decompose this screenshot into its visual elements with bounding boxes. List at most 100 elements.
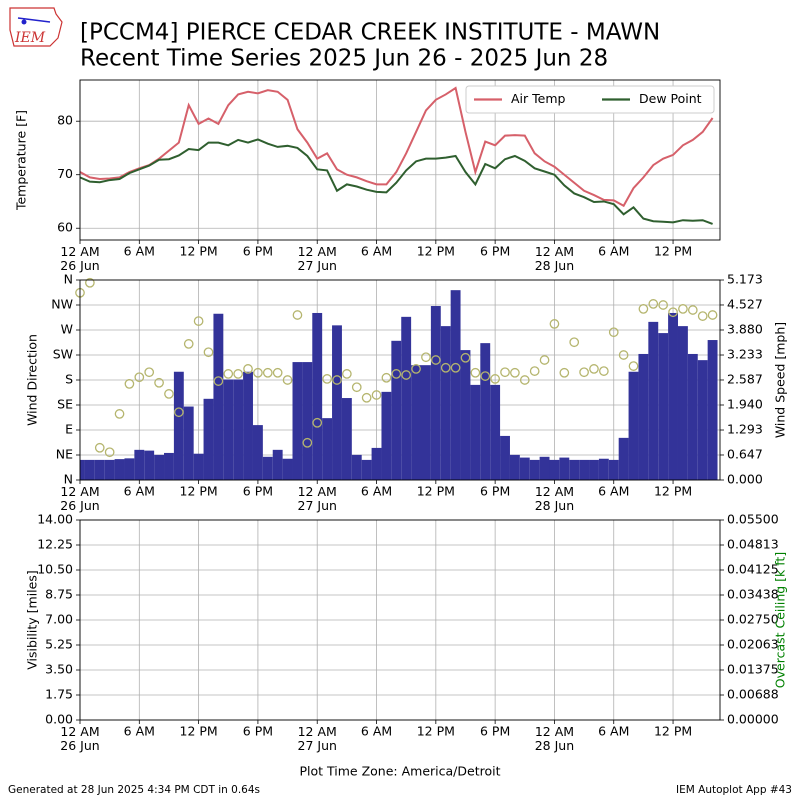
y2-tick-label: 4.527 [727, 296, 763, 311]
scatter-point [658, 300, 669, 310]
x-tick-label: 12 AM 26 Jun [60, 724, 99, 753]
scatter-point [707, 310, 718, 320]
bar [401, 316, 412, 480]
y-tick-label: NW [51, 297, 73, 312]
bar [233, 379, 244, 480]
x-tick-label: 6 PM [480, 484, 510, 499]
y-tick-label: 12.25 [37, 537, 73, 552]
x-tick-label: 6 PM [243, 244, 273, 259]
logo-shape [9, 7, 63, 47]
bar [697, 360, 708, 480]
scatter-point [529, 366, 540, 376]
bar [638, 353, 649, 480]
scatter-point [460, 352, 471, 363]
bar [292, 362, 303, 480]
scatter-point [510, 367, 520, 378]
bar [322, 418, 333, 480]
y-axis-label: Wind Direction [25, 334, 40, 426]
y2-tick-label: 5.173 [727, 272, 763, 287]
scatter-point [351, 382, 362, 393]
y2-axis-label: Wind Speed [mph] [773, 322, 788, 438]
y2-tick-label: 1.940 [727, 396, 763, 411]
bar [470, 384, 481, 480]
scatter-point [213, 376, 224, 386]
y2-tick-label: 3.233 [727, 347, 763, 362]
plot-frame [79, 279, 721, 481]
bar [391, 340, 402, 480]
scatter-point [381, 372, 392, 383]
y2-tick-label: 2.587 [727, 371, 763, 386]
bar [252, 425, 263, 480]
y-tick-label: 80 [57, 113, 73, 128]
bar [223, 379, 234, 480]
bar [243, 371, 253, 480]
bar [490, 384, 501, 480]
bar [94, 459, 105, 480]
y-tick-label: 14.00 [37, 512, 73, 527]
y-axis-label: Temperature [F] [14, 110, 29, 211]
chart-title: [PCCM4] PIERCE CEDAR CREEK INSTITUTE - M… [80, 20, 660, 46]
bar [371, 447, 382, 480]
scatter-point [430, 355, 441, 365]
bar [589, 459, 599, 480]
scatter-point [648, 299, 659, 309]
scatter-point [193, 316, 204, 326]
bar [529, 459, 540, 480]
scatter-point [361, 392, 372, 403]
bar [658, 333, 669, 480]
y2-axis-label: Overcast Ceiling [k ft] [773, 552, 788, 688]
bar [124, 458, 135, 480]
scatter-point [302, 437, 313, 448]
bar [262, 456, 273, 480]
x-tick-label: 12 AM 27 Jun [298, 244, 337, 273]
bar [332, 325, 342, 480]
bar [440, 326, 451, 480]
scatter-point [144, 367, 155, 378]
scatter-point [411, 364, 421, 374]
scatter-point [678, 304, 688, 314]
x-tick-label: 6 AM [124, 724, 155, 739]
bar [351, 454, 362, 480]
x-tick-label: 12 PM [654, 244, 692, 259]
scatter-point [312, 417, 323, 428]
scatter-point [332, 375, 342, 385]
bar [302, 362, 313, 480]
y-tick-label: NE [56, 447, 73, 462]
scatter-point [519, 375, 530, 385]
bar [114, 459, 125, 480]
scatter-point [618, 350, 629, 360]
x-tick-label: 12 PM [417, 724, 455, 739]
scatter-point [134, 372, 145, 383]
chart-subtitle: Recent Time Series 2025 Jun 26 - 2025 Ju… [80, 46, 608, 72]
bar [84, 459, 95, 480]
y-tick-label: E [65, 422, 73, 437]
bar [312, 312, 323, 480]
bar [341, 398, 352, 480]
scatter-point [480, 371, 491, 381]
y-tick-label: N [64, 472, 73, 487]
scatter-point [401, 370, 412, 380]
y-axis-label: Visibility [miles] [25, 570, 40, 669]
bar [134, 449, 145, 480]
y2-tick-label: 0.03438 [727, 587, 779, 602]
y-tick-label: 3.50 [45, 662, 73, 677]
footer-generated: Generated at 28 Jun 2025 4:34 PM CDT in … [8, 784, 260, 796]
scatter-point [628, 361, 639, 371]
y-tick-label: 5.25 [45, 637, 73, 652]
logo-text: IEM [14, 30, 46, 46]
scatter-point [440, 362, 451, 373]
scatter-point [85, 277, 95, 288]
scatter-point [223, 369, 234, 379]
x-tick-label: 12 AM 28 Jun [535, 244, 574, 273]
bar [203, 398, 214, 480]
bar [154, 454, 165, 480]
y2-tick-label: 0.04813 [727, 537, 779, 552]
bar [549, 459, 560, 480]
scatter-point [697, 311, 708, 321]
bar [411, 365, 422, 480]
scatter-point [559, 367, 570, 378]
y-tick-label: 1.75 [45, 687, 73, 702]
x-tick-label: 6 AM [598, 484, 629, 499]
scatter-point [262, 367, 273, 378]
bar [668, 312, 678, 480]
